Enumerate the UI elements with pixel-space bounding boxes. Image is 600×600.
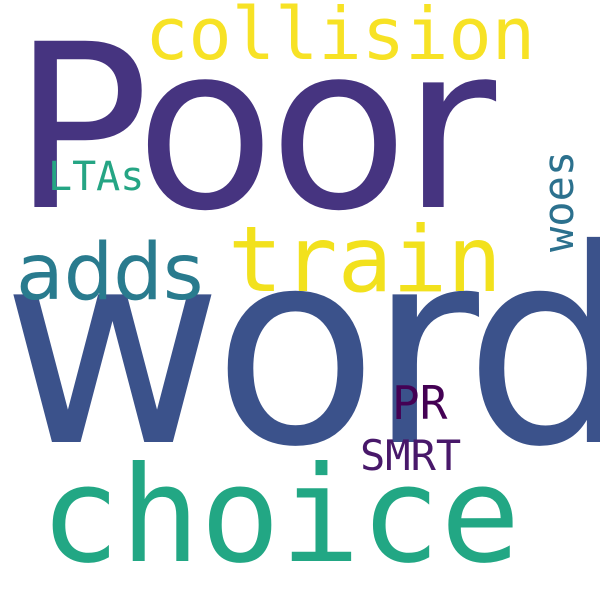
- word-train: train: [228, 208, 502, 313]
- word-woes: woes: [534, 150, 583, 252]
- word-smrt: SMRT: [360, 431, 462, 480]
- word-pr: PR: [392, 376, 448, 430]
- word-collision: collision: [145, 0, 536, 76]
- word-choice: choice: [40, 439, 521, 593]
- word-poor: Poor: [12, 0, 496, 261]
- word-word: word: [2, 191, 600, 506]
- word-adds: adds: [16, 228, 204, 318]
- word-ltas: LTAs: [48, 154, 145, 200]
